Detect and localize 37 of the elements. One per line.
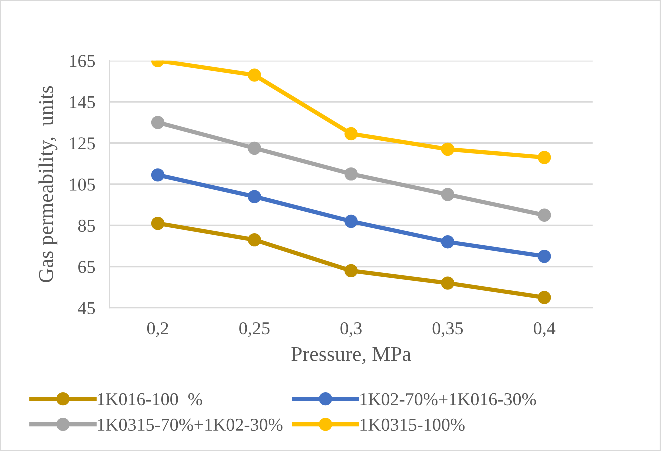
- x-tick-label: 0,35: [432, 322, 464, 338]
- x-axis-title: Pressure, MPa: [292, 347, 412, 364]
- point: [344, 264, 358, 278]
- x-tick-label: 0,25: [240, 322, 270, 338]
- point: [538, 291, 552, 304]
- point: [538, 250, 552, 264]
- legend-label: 1K0315-70%+1K02-30%: [98, 418, 283, 432]
- y-tick-label: 105: [70, 178, 96, 191]
- point: [344, 127, 358, 141]
- point: [441, 188, 455, 202]
- y-tick-label: 65: [78, 261, 96, 274]
- legend-label: 1K016-100 %: [98, 393, 202, 406]
- point: [248, 233, 262, 247]
- x-tick-label: 0,2: [147, 322, 168, 338]
- point: [248, 68, 262, 82]
- point: [151, 116, 165, 130]
- legend-label: 1K0315-100%: [360, 418, 465, 432]
- point: [538, 208, 552, 222]
- y-axis-title: Gas permeability, units: [38, 86, 58, 282]
- point: [538, 151, 552, 164]
- point: [151, 216, 165, 230]
- y-tick-label: 165: [70, 55, 96, 68]
- point: [248, 142, 262, 156]
- point: [344, 214, 358, 228]
- legend-label: 1K02-70%+1K016-30%: [360, 393, 536, 406]
- y-tick-label: 45: [78, 302, 96, 314]
- y-tick-label: 145: [70, 96, 96, 109]
- point: [248, 190, 262, 204]
- point: [441, 142, 455, 156]
- x-tick-label: 0,3: [340, 322, 362, 338]
- point: [441, 236, 455, 249]
- y-tick-label: 85: [78, 220, 96, 232]
- x-tick-label: 0,4: [534, 322, 556, 338]
- point: [441, 276, 455, 290]
- point: [151, 168, 165, 182]
- y-tick-label: 125: [70, 138, 96, 150]
- point: [344, 168, 358, 181]
